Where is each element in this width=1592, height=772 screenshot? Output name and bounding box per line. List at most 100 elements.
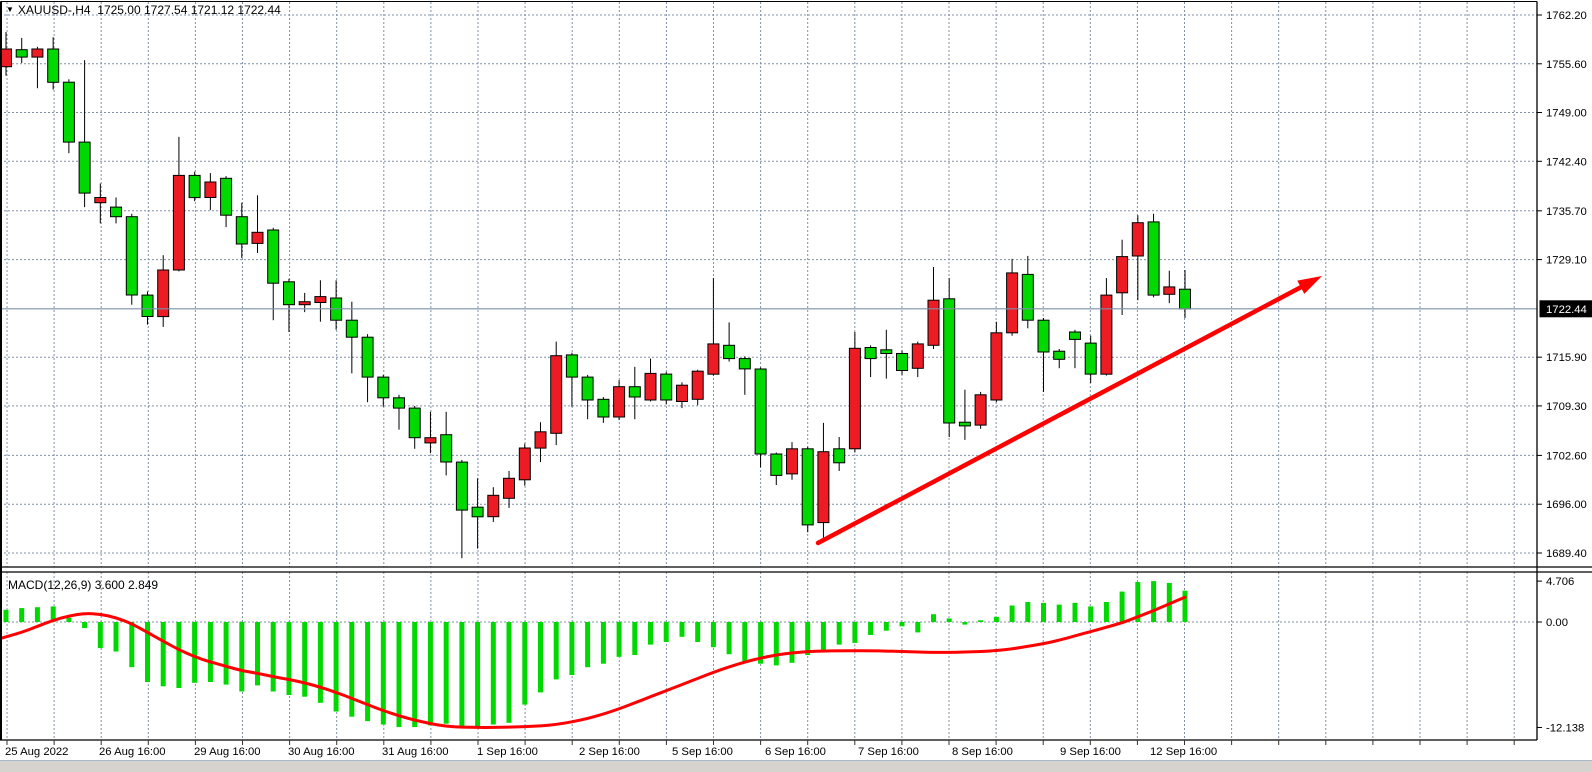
macd-histogram-bar bbox=[97, 622, 103, 649]
macd-histogram-bar bbox=[239, 622, 245, 692]
macd-histogram-bar bbox=[600, 622, 606, 664]
candlestick bbox=[408, 407, 421, 439]
macd-histogram-bar bbox=[19, 608, 25, 622]
candlestick bbox=[581, 376, 594, 401]
candlestick bbox=[47, 48, 60, 83]
candlestick bbox=[94, 197, 107, 204]
chart-title: ▼ XAUUSD-,H4 1725.00 1727.54 1721.12 1722… bbox=[6, 3, 281, 17]
trend-arrow-head bbox=[1297, 276, 1322, 294]
time-axis-label: 12 Sep 16:00 bbox=[1150, 746, 1217, 758]
candlestick bbox=[440, 434, 453, 463]
macd-axis-label: 0.00 bbox=[1546, 617, 1568, 629]
price-axis-label: 1735.70 bbox=[1546, 206, 1587, 218]
candlestick bbox=[235, 216, 248, 245]
chevron-down-icon[interactable]: ▼ bbox=[6, 5, 14, 14]
macd-histogram-bar bbox=[616, 622, 622, 657]
candlestick bbox=[1069, 331, 1081, 340]
candlestick bbox=[943, 298, 956, 424]
time-axis-label: 26 Aug 16:00 bbox=[99, 746, 166, 758]
macd-histogram-bar bbox=[962, 622, 968, 625]
candlestick bbox=[1037, 319, 1050, 353]
macd-histogram-bar bbox=[585, 622, 591, 668]
macd-histogram-bar bbox=[1088, 606, 1094, 622]
candlestick bbox=[377, 376, 390, 399]
macd-histogram-bar bbox=[632, 622, 638, 655]
macd-histogram-bar bbox=[868, 622, 874, 635]
macd-histogram-bar bbox=[1025, 602, 1031, 622]
macd-histogram-bar bbox=[899, 622, 905, 627]
macd-histogram-bar bbox=[946, 618, 952, 622]
candlestick bbox=[770, 453, 783, 476]
candlestick bbox=[110, 206, 122, 218]
candlestick bbox=[911, 343, 924, 369]
candlestick bbox=[1131, 222, 1144, 257]
candlestick bbox=[204, 181, 217, 198]
macd-histogram-bar bbox=[805, 622, 811, 655]
macd-histogram-bar bbox=[82, 622, 88, 629]
candlestick bbox=[990, 332, 1003, 401]
macd-histogram-bar bbox=[66, 617, 72, 622]
time-axis-label: 31 Aug 16:00 bbox=[382, 746, 449, 758]
candlestick bbox=[848, 347, 861, 450]
candlestick bbox=[172, 174, 185, 271]
price-axis-label: 1702.60 bbox=[1546, 450, 1587, 462]
candlestick bbox=[880, 349, 893, 354]
macd-histogram-bar bbox=[160, 622, 166, 687]
macd-histogram-bar bbox=[553, 622, 559, 680]
macd-histogram-bar bbox=[1056, 604, 1062, 622]
candlestick bbox=[125, 216, 138, 296]
macd-histogram-bar bbox=[270, 622, 276, 692]
candlestick bbox=[220, 177, 233, 216]
macd-histogram-bar bbox=[742, 622, 748, 662]
time-axis-label: 8 Sep 16:00 bbox=[952, 746, 1013, 758]
macd-histogram-bar bbox=[333, 622, 339, 712]
candlestick bbox=[864, 347, 877, 360]
candlestick bbox=[62, 81, 75, 143]
macd-histogram-bar bbox=[883, 622, 889, 631]
candlestick bbox=[833, 448, 846, 464]
macd-histogram-bar bbox=[255, 622, 260, 686]
macd-histogram-bar bbox=[349, 622, 355, 717]
ohlc-values: 1725.00 1727.54 1721.12 1722.44 bbox=[97, 3, 281, 17]
macd-histogram-bar bbox=[129, 622, 135, 668]
macd-histogram-bar bbox=[820, 622, 826, 650]
macd-histogram-bar bbox=[773, 622, 779, 666]
candlestick bbox=[644, 372, 657, 401]
macd-axis-label: -12.138 bbox=[1546, 722, 1584, 734]
macd-histogram-bar bbox=[145, 622, 150, 682]
macd-histogram-bar bbox=[538, 622, 543, 693]
macd-histogram-bar bbox=[915, 622, 921, 633]
macd-histogram-bar bbox=[443, 622, 449, 724]
candlestick bbox=[188, 174, 201, 199]
candlestick bbox=[691, 370, 704, 400]
candlestick bbox=[817, 451, 830, 524]
candlestick bbox=[298, 301, 311, 306]
candlestick bbox=[471, 506, 484, 518]
candlestick bbox=[958, 421, 971, 427]
candlestick bbox=[361, 336, 374, 378]
time-axis-label: 25 Aug 2022 bbox=[5, 746, 68, 758]
trend-arrow-line bbox=[815, 284, 1304, 546]
candlestick bbox=[676, 384, 688, 403]
time-axis-label: 6 Sep 16:00 bbox=[765, 746, 826, 758]
macd-histogram-bar bbox=[223, 622, 229, 685]
candlestick bbox=[723, 344, 736, 360]
price-axis-label: 1762.20 bbox=[1546, 10, 1587, 22]
time-axis-label: 9 Sep 16:00 bbox=[1060, 746, 1121, 758]
candlestick bbox=[1006, 272, 1019, 334]
macd-histogram-bar bbox=[1119, 591, 1125, 622]
candlestick bbox=[503, 477, 515, 499]
time-axis-label: 1 Sep 16:00 bbox=[477, 746, 538, 758]
candlestick bbox=[1021, 273, 1034, 321]
macd-histogram-bar bbox=[34, 607, 40, 622]
time-axis-label: 29 Aug 16:00 bbox=[194, 746, 261, 758]
macd-histogram-bar bbox=[176, 622, 182, 688]
macd-histogram-bar bbox=[286, 622, 292, 695]
macd-histogram-bar bbox=[1072, 602, 1078, 622]
macd-histogram-bar bbox=[506, 622, 512, 723]
candlestick bbox=[314, 296, 327, 304]
macd-histogram-bar bbox=[648, 622, 653, 645]
candlestick bbox=[613, 386, 626, 418]
macd-histogram-bar bbox=[1103, 602, 1109, 622]
